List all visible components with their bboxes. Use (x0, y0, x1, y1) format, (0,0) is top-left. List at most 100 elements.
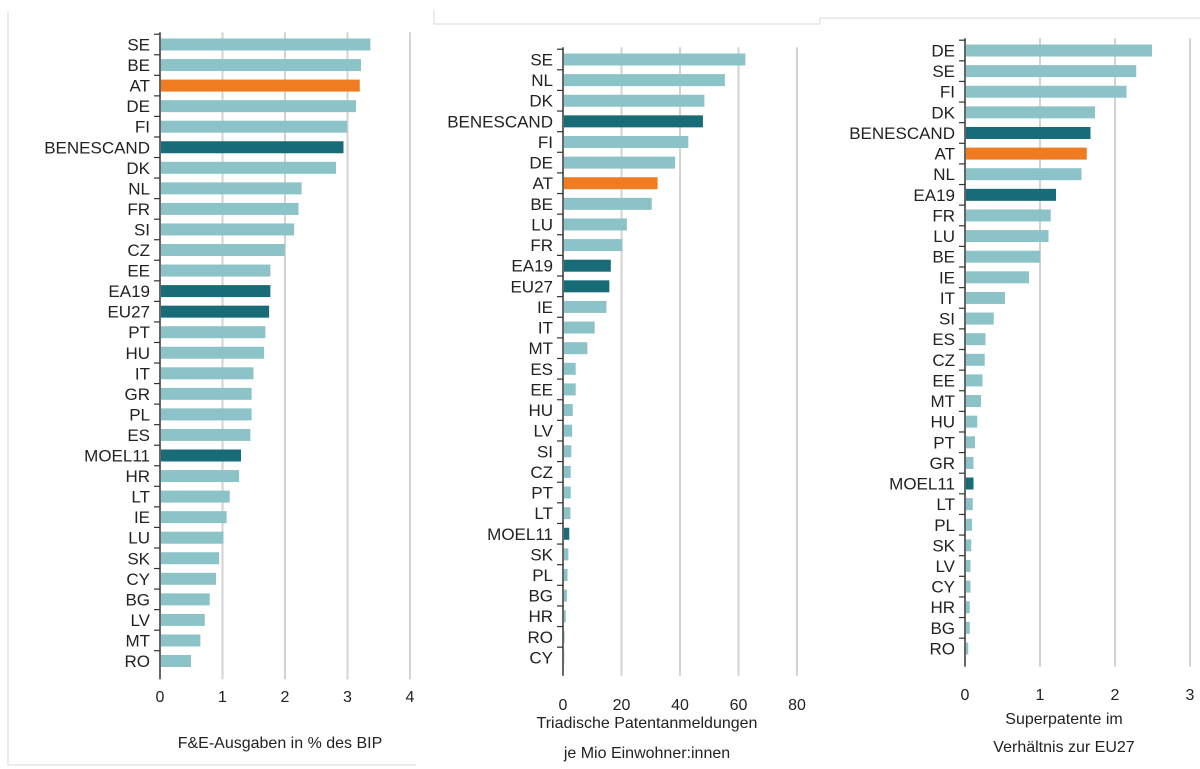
bar-2-ee (564, 383, 576, 396)
bar-3-cy (966, 580, 971, 593)
bar-3-si (966, 312, 994, 325)
bar-1-fr (161, 202, 299, 215)
bar-3-ro (966, 642, 969, 655)
category-label-2-mt: MT (528, 339, 553, 358)
bar-2-cz (564, 465, 571, 478)
bar-2-hu (564, 404, 573, 417)
category-label-3-mt: MT (930, 392, 955, 411)
bar-3-lu (966, 230, 1049, 243)
category-label-3-gr: GR (930, 454, 956, 473)
bar-1-mt (161, 634, 201, 647)
category-label-3-cz: CZ (932, 351, 955, 370)
bar-1-eu27 (161, 305, 270, 318)
category-label-2-pt: PT (531, 484, 553, 503)
category-label-1-eu27: EU27 (107, 303, 150, 322)
bar-3-gr (966, 456, 974, 469)
x-axis-label-1-line-1: F&E-Ausgaben in % des BIP (178, 735, 383, 752)
category-label-2-lv: LV (533, 422, 553, 441)
x-tick-label-1-2: 2 (281, 689, 290, 706)
category-label-3-hr: HR (930, 598, 955, 617)
bar-1-ro (161, 655, 191, 667)
category-label-3-lu: LU (933, 227, 955, 246)
x-tick-label-1-4: 4 (406, 689, 415, 706)
category-label-2-dk: DK (529, 92, 553, 111)
category-label-3-sk: SK (932, 536, 955, 555)
category-label-1-ro: RO (125, 652, 151, 671)
category-label-1-be: BE (127, 56, 150, 75)
bar-1-at (161, 79, 360, 92)
bar-1-ie (161, 511, 227, 524)
bar-2-be (564, 197, 652, 210)
category-label-1-hr: HR (125, 467, 150, 486)
bar-1-be (161, 59, 361, 72)
bar-3-mt (966, 395, 981, 408)
category-label-2-nl: NL (531, 71, 553, 90)
bar-2-sk (564, 548, 569, 561)
bar-3-ie (966, 271, 1029, 284)
bar-1-lv (161, 613, 205, 626)
category-label-2-ro: RO (528, 628, 554, 647)
panel-frame-top (433, 10, 1200, 25)
category-label-2-moel11: MOEL11 (487, 525, 553, 544)
bar-3-sk (966, 539, 972, 552)
bar-1-nl (161, 182, 302, 195)
category-label-1-es: ES (127, 426, 150, 445)
bar-2-hr (564, 610, 566, 623)
panel-frame-left (7, 12, 416, 766)
bar-3-benescand (966, 126, 1091, 139)
bar-3-nl (966, 168, 1082, 181)
bar-3-it (966, 291, 1005, 304)
bar-1-hu (161, 346, 265, 359)
category-label-3-at: AT (935, 145, 955, 164)
category-label-2-si: SI (537, 442, 553, 461)
bar-2-moel11 (564, 527, 570, 540)
bar-3-be (966, 250, 1041, 263)
x-tick-label-1-3: 3 (343, 689, 352, 706)
category-label-1-gr: GR (125, 385, 151, 404)
bar-2-mt (564, 342, 588, 355)
category-label-1-bg: BG (125, 590, 150, 609)
x-tick-label-1-1: 1 (218, 689, 227, 706)
x-tick-label-3-0: 0 (961, 687, 970, 704)
category-label-1-hu: HU (125, 344, 150, 363)
category-label-2-it: IT (538, 319, 553, 338)
bar-2-bg (564, 589, 567, 602)
bar-2-ea19 (564, 259, 611, 272)
category-label-1-dk: DK (126, 159, 150, 178)
category-label-3-ee: EE (932, 371, 955, 390)
bar-3-pt (966, 436, 975, 449)
category-label-2-eu27: EU27 (510, 277, 553, 296)
bar-1-pl (161, 408, 252, 421)
bar-1-es (161, 428, 251, 441)
category-label-1-fi: FI (135, 118, 150, 137)
category-label-1-cz: CZ (127, 241, 150, 260)
bar-2-lv (564, 424, 573, 437)
category-label-1-at: AT (130, 77, 150, 96)
x-axis-label-2-line-1: Triadische Patentanmeldungen (537, 715, 758, 732)
category-label-2-de: DE (529, 154, 553, 173)
category-label-2-bg: BG (528, 587, 553, 606)
category-label-3-ro: RO (930, 639, 956, 658)
category-label-3-bg: BG (930, 619, 955, 638)
category-label-2-hr: HR (528, 607, 553, 626)
bar-2-fr (564, 239, 623, 252)
category-label-3-ie: IE (939, 268, 955, 287)
x-tick-label-3-3: 3 (1186, 687, 1195, 704)
bar-2-fi (564, 135, 689, 148)
category-label-3-be: BE (932, 248, 955, 267)
category-label-1-ie: IE (134, 508, 150, 527)
category-label-3-pt: PT (933, 433, 955, 452)
category-label-1-lv: LV (130, 611, 150, 630)
bar-1-gr (161, 387, 252, 400)
category-label-2-lt: LT (534, 504, 553, 523)
x-tick-label-3-1: 1 (1036, 687, 1045, 704)
category-label-3-dk: DK (931, 103, 955, 122)
bar-3-at (966, 147, 1087, 160)
x-tick-label-1-0: 0 (156, 689, 165, 706)
category-label-1-fr: FR (127, 200, 150, 219)
x-tick-label-2-0: 0 (559, 697, 568, 714)
category-label-2-at: AT (533, 174, 553, 193)
bar-1-cz (161, 244, 285, 256)
category-label-1-se: SE (127, 36, 150, 55)
